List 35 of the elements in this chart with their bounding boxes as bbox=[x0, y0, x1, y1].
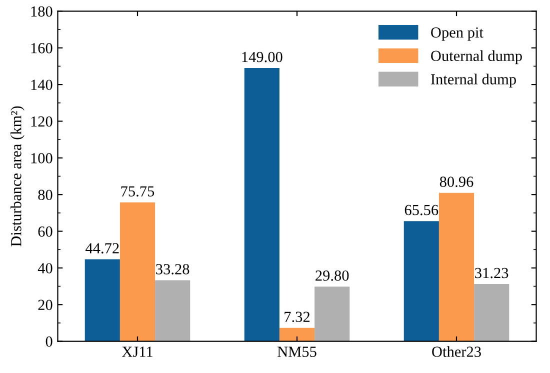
x-tick-label: NM55 bbox=[277, 346, 316, 357]
data-label: 31.23 bbox=[475, 268, 508, 278]
data-label: 65.56 bbox=[404, 204, 438, 216]
y-tick-label: 40 bbox=[38, 263, 52, 274]
y-tick-label: 0 bbox=[46, 336, 52, 347]
data-label: 29.80 bbox=[316, 270, 349, 281]
bar bbox=[84, 259, 120, 342]
legend-label: Outernal dump bbox=[431, 50, 522, 64]
bar bbox=[279, 328, 315, 342]
y-tick-label: 20 bbox=[38, 300, 52, 310]
data-label: 75.75 bbox=[121, 186, 154, 197]
data-label: 80.96 bbox=[440, 176, 474, 188]
y-tick-label: 100 bbox=[31, 153, 52, 164]
y-tick-label: 80 bbox=[38, 190, 52, 200]
x-tick-label: Other23 bbox=[432, 346, 481, 357]
data-label: 33.28 bbox=[156, 264, 190, 274]
legend-label: Internal dump bbox=[430, 74, 516, 88]
x-tick-label: XJ11 bbox=[122, 346, 152, 357]
data-label: 44.72 bbox=[86, 243, 119, 254]
y-tick-label: 60 bbox=[38, 226, 52, 237]
data-label: 7.32 bbox=[284, 312, 310, 322]
y-tick-label: 140 bbox=[31, 80, 52, 90]
bar bbox=[404, 221, 439, 342]
bar bbox=[244, 68, 280, 342]
bar bbox=[474, 284, 510, 342]
legend-label: Open pit bbox=[431, 27, 484, 41]
data-label: 149.00 bbox=[242, 52, 282, 62]
y-tick-label: 160 bbox=[31, 43, 52, 54]
bar bbox=[438, 192, 474, 342]
bar bbox=[155, 280, 190, 342]
bar bbox=[314, 286, 350, 342]
bar bbox=[120, 202, 156, 342]
y-tick-label: 120 bbox=[31, 116, 52, 127]
y-tick-label: 180 bbox=[31, 6, 52, 17]
y-axis-title: Disturbance area (km²) bbox=[10, 106, 24, 246]
